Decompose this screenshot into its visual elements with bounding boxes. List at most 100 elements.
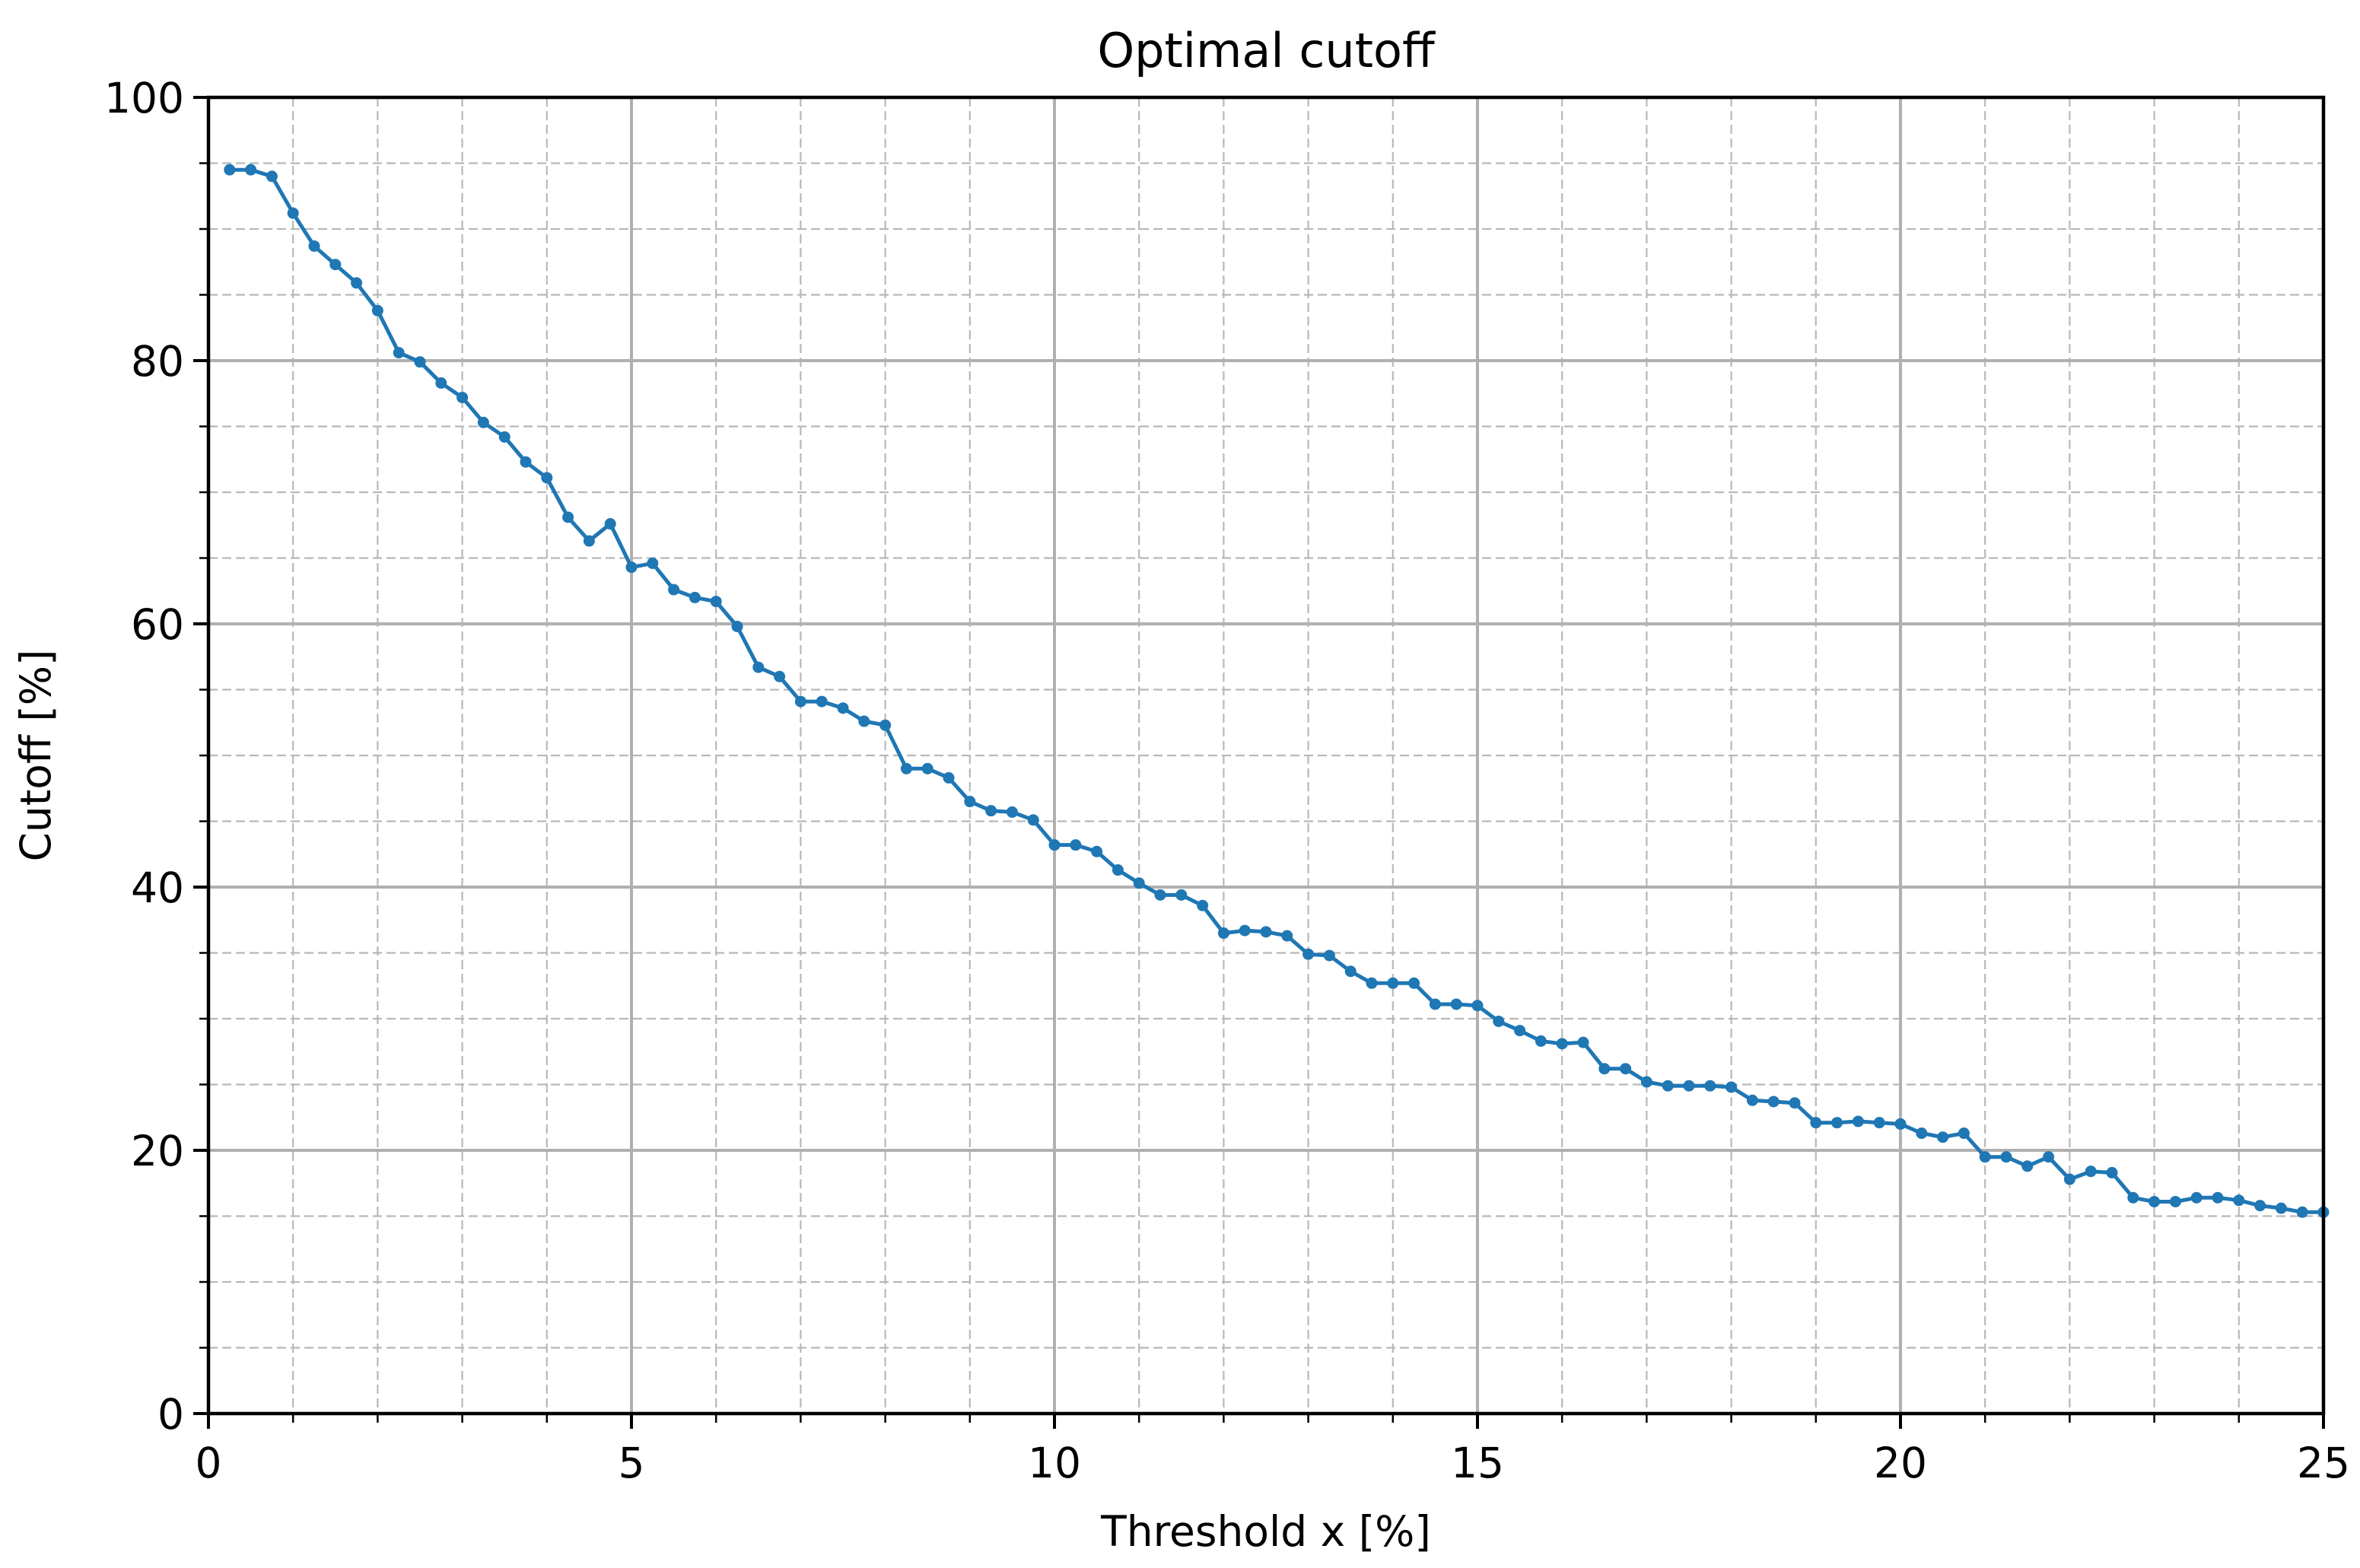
data-point bbox=[689, 591, 701, 603]
data-point bbox=[1514, 1025, 1526, 1037]
data-point bbox=[1429, 998, 1441, 1010]
data-point bbox=[435, 377, 447, 389]
data-point bbox=[858, 715, 870, 727]
data-point bbox=[2275, 1202, 2287, 1214]
data-point bbox=[2254, 1200, 2266, 1212]
data-point bbox=[900, 762, 912, 774]
data-point bbox=[2043, 1151, 2055, 1163]
data-point bbox=[2169, 1195, 2181, 1207]
data-point bbox=[985, 805, 997, 817]
data-point bbox=[1937, 1131, 1949, 1143]
data-point bbox=[1154, 889, 1166, 901]
data-point bbox=[541, 472, 553, 484]
series-line bbox=[229, 167, 2323, 1214]
x-axis-label: Threshold x [%] bbox=[1100, 1507, 1431, 1556]
y-axis-label: Cutoff [%] bbox=[11, 649, 60, 861]
data-point bbox=[731, 620, 743, 632]
data-point bbox=[477, 416, 489, 428]
x-tick-label: 15 bbox=[1451, 1439, 1504, 1487]
data-point bbox=[774, 670, 786, 682]
data-point bbox=[1493, 1015, 1505, 1027]
data-point bbox=[1323, 949, 1335, 962]
data-point bbox=[1471, 1000, 1484, 1012]
data-point bbox=[1217, 927, 1229, 940]
data-point bbox=[1260, 926, 1272, 938]
data-point bbox=[308, 240, 320, 252]
data-point bbox=[583, 535, 595, 547]
data-point bbox=[1450, 998, 1462, 1010]
data-point bbox=[816, 695, 828, 708]
data-point bbox=[1810, 1117, 1822, 1129]
data-point bbox=[1408, 977, 1420, 989]
data-point bbox=[371, 304, 383, 316]
data-point bbox=[1281, 930, 1293, 942]
data-point bbox=[1683, 1080, 1695, 1092]
data-point bbox=[710, 596, 722, 608]
x-tick-label: 5 bbox=[619, 1439, 645, 1487]
series-layer bbox=[224, 164, 2330, 1218]
data-point bbox=[1916, 1127, 1928, 1140]
data-point bbox=[1767, 1096, 1780, 1108]
data-point bbox=[1112, 864, 1124, 876]
major-gridlines bbox=[208, 97, 2323, 1414]
data-point bbox=[1979, 1151, 1991, 1163]
data-point bbox=[2127, 1191, 2139, 1204]
y-tick-label: 20 bbox=[131, 1127, 184, 1175]
data-point bbox=[1091, 845, 1103, 857]
data-point bbox=[498, 431, 510, 443]
data-point bbox=[393, 347, 405, 359]
data-point bbox=[2085, 1166, 2097, 1178]
data-point bbox=[414, 356, 426, 368]
data-point bbox=[1197, 899, 1209, 911]
data-point bbox=[1577, 1036, 1589, 1048]
data-point bbox=[2233, 1194, 2245, 1207]
data-point bbox=[1873, 1117, 1885, 1129]
data-point bbox=[1344, 965, 1357, 978]
tick-labels: 0 5 10 15 20 25 0 20 40 60 80 100 bbox=[104, 74, 2350, 1487]
data-point bbox=[668, 584, 680, 596]
data-point bbox=[752, 661, 765, 673]
data-point bbox=[520, 456, 532, 468]
data-point bbox=[1789, 1097, 1801, 1109]
data-point bbox=[1048, 839, 1061, 851]
data-point bbox=[351, 277, 363, 289]
data-point bbox=[1366, 977, 1378, 989]
axis-ticks bbox=[193, 96, 2325, 1429]
data-point bbox=[1894, 1118, 1907, 1130]
data-point bbox=[921, 762, 934, 774]
data-point bbox=[1704, 1080, 1716, 1092]
x-tick-label: 10 bbox=[1028, 1439, 1081, 1487]
data-point bbox=[224, 164, 236, 176]
y-tick-label: 80 bbox=[131, 337, 184, 386]
data-point bbox=[1556, 1038, 1568, 1050]
y-tick-label: 0 bbox=[157, 1390, 184, 1439]
data-point bbox=[1006, 806, 1018, 818]
data-point bbox=[625, 561, 638, 574]
data-point bbox=[2190, 1191, 2203, 1204]
data-point bbox=[2063, 1173, 2075, 1185]
data-point bbox=[1133, 877, 1145, 889]
data-point bbox=[1535, 1035, 1547, 1047]
x-tick-label: 0 bbox=[196, 1439, 222, 1487]
data-point bbox=[964, 796, 976, 808]
data-point bbox=[1725, 1081, 1738, 1093]
data-point bbox=[1640, 1076, 1652, 1088]
data-point bbox=[2212, 1191, 2224, 1204]
data-point bbox=[1070, 839, 1082, 851]
data-point bbox=[1746, 1094, 1758, 1106]
data-point bbox=[1387, 977, 1399, 989]
data-point bbox=[2021, 1160, 2034, 1172]
chart-title: Optimal cutoff bbox=[1097, 23, 1436, 78]
minor-gridlines bbox=[208, 97, 2323, 1414]
data-point bbox=[647, 557, 659, 569]
data-point bbox=[329, 259, 342, 271]
x-tick-label: 25 bbox=[2297, 1439, 2350, 1487]
data-point bbox=[1239, 924, 1251, 937]
data-point bbox=[794, 695, 806, 708]
data-point bbox=[1662, 1080, 1674, 1092]
data-point bbox=[1620, 1063, 1632, 1075]
y-tick-label: 100 bbox=[104, 74, 184, 122]
